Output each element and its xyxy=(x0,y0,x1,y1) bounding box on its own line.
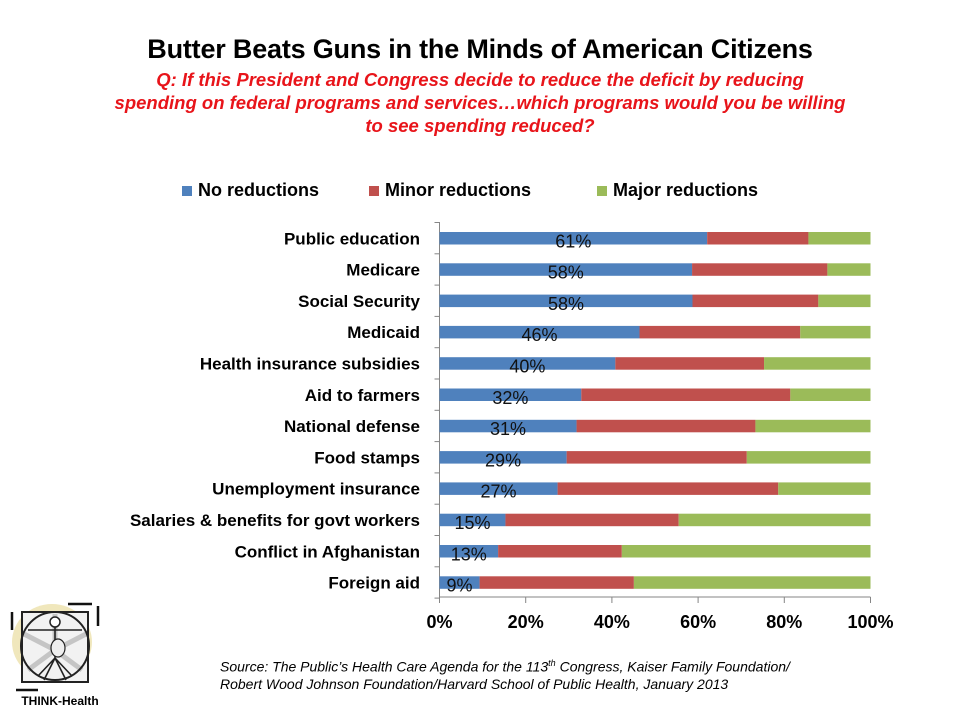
think-health-logo: THINK-Health xyxy=(8,600,112,718)
source-superscript: th xyxy=(548,658,556,668)
legend-label: Minor reductions xyxy=(385,180,532,200)
category-label: Public education xyxy=(284,229,420,248)
bar-no-reductions-medicaid xyxy=(439,325,640,339)
legend-item-minor-reductions: Minor reductions xyxy=(369,180,531,201)
category-label: Health insurance subsidies xyxy=(200,354,420,373)
chart-title: Butter Beats Guns in the Minds of Americ… xyxy=(147,34,813,64)
legend-swatch-minor-reductions xyxy=(369,185,379,196)
bar-minor-reductions-salaries-benefits-for-govt-workers xyxy=(505,513,679,527)
bar-minor-reductions-unemployment-insurance xyxy=(557,482,779,495)
data-label: 27% xyxy=(481,482,517,502)
data-label: 9% xyxy=(447,576,473,596)
bar-no-reductions-foreign-aid xyxy=(439,576,480,589)
data-label: 29% xyxy=(485,450,521,470)
bar-major-reductions-health-insurance-subsidies xyxy=(764,357,871,370)
category-label: Food stamps xyxy=(314,448,420,467)
bar-no-reductions-social-security xyxy=(439,294,693,308)
x-tick-label: 20% xyxy=(508,612,544,632)
bar-no-reductions-health-insurance-subsidies xyxy=(439,357,616,370)
legend-label: Major reductions xyxy=(613,180,759,200)
bar-no-reductions-salaries-benefits-for-govt-workers xyxy=(439,513,506,527)
bar-major-reductions-social-security xyxy=(818,294,871,308)
legend-item-no-reductions: No reductions xyxy=(182,180,319,201)
bar-major-reductions-food-stamps xyxy=(746,451,871,464)
bar-minor-reductions-public-education xyxy=(707,232,809,245)
category-label: Social Security xyxy=(298,292,420,311)
category-label: Salaries & benefits for govt workers xyxy=(130,511,420,530)
bar-major-reductions-medicare xyxy=(827,263,871,276)
bar-minor-reductions-national-defense xyxy=(576,419,756,433)
data-label: 40% xyxy=(509,356,545,376)
bar-major-reductions-aid-to-farmers xyxy=(790,388,871,401)
source-text: Source: The Public’s Health Care Agenda … xyxy=(220,658,549,675)
bar-major-reductions-national-defense xyxy=(755,419,871,433)
bar-minor-reductions-foreign-aid xyxy=(479,576,634,589)
legend: No reductions Minor reductions Major red… xyxy=(0,180,960,202)
category-label: Unemployment insurance xyxy=(212,480,420,499)
data-label: 61% xyxy=(555,231,591,251)
category-label: National defense xyxy=(284,417,420,436)
bar-no-reductions-conflict-in-afghanistan xyxy=(439,545,499,558)
category-label: Medicaid xyxy=(347,323,420,342)
bar-major-reductions-unemployment-insurance xyxy=(778,482,871,495)
bar-minor-reductions-conflict-in-afghanistan xyxy=(498,545,622,558)
category-label: Conflict in Afghanistan xyxy=(235,542,420,561)
x-tick-label: 60% xyxy=(680,612,716,632)
bar-major-reductions-public-education xyxy=(808,232,871,245)
bar-no-reductions-food-stamps xyxy=(439,451,567,464)
data-label: 46% xyxy=(521,325,557,345)
data-label: 13% xyxy=(451,544,487,564)
bar-minor-reductions-health-insurance-subsidies xyxy=(615,357,765,370)
x-tick-label: 40% xyxy=(594,612,630,632)
bar-no-reductions-aid-to-farmers xyxy=(439,388,582,401)
bar-minor-reductions-social-security xyxy=(692,294,819,308)
legend-item-major-reductions: Major reductions xyxy=(597,180,758,201)
source-text: Congress, Kaiser Family Foundation/ xyxy=(555,658,790,675)
legend-label: No reductions xyxy=(198,180,320,200)
bar-no-reductions-medicare xyxy=(439,263,693,276)
bar-no-reductions-national-defense xyxy=(439,419,577,433)
survey-question-line: spending on federal programs and service… xyxy=(114,92,846,113)
data-label: 58% xyxy=(548,294,584,314)
bar-no-reductions-unemployment-insurance xyxy=(439,482,558,495)
legend-swatch-no-reductions xyxy=(182,185,192,196)
bar-minor-reductions-medicaid xyxy=(639,325,801,339)
category-label: Foreign aid xyxy=(328,574,420,593)
bar-minor-reductions-aid-to-farmers xyxy=(581,388,791,401)
source-line-2: Robert Wood Johnson Foundation/Harvard S… xyxy=(220,675,729,692)
bar-minor-reductions-medicare xyxy=(692,263,828,276)
bar-major-reductions-conflict-in-afghanistan xyxy=(621,545,871,558)
logo-text: THINK-Health xyxy=(21,694,99,708)
x-tick-label: 0% xyxy=(426,612,452,632)
category-label: Aid to farmers xyxy=(305,386,420,405)
category-label: Medicare xyxy=(346,261,420,280)
vitruvian-man-icon xyxy=(10,602,100,692)
x-tick-label: 100% xyxy=(847,612,893,632)
survey-question: Q: If this President and Congress decide… xyxy=(40,68,920,137)
data-label: 15% xyxy=(454,513,490,533)
bar-no-reductions-public-education xyxy=(439,232,708,245)
survey-question-line: Q: If this President and Congress decide… xyxy=(156,69,804,90)
data-label: 32% xyxy=(492,388,528,408)
x-tick-label: 80% xyxy=(766,612,802,632)
bar-major-reductions-salaries-benefits-for-govt-workers xyxy=(678,513,871,527)
survey-question-line: to see spending reduced? xyxy=(365,115,595,136)
bar-major-reductions-medicaid xyxy=(800,325,871,339)
data-label: 58% xyxy=(548,263,584,283)
source-line-1: Source: The Public’s Health Care Agenda … xyxy=(220,655,790,676)
bar-minor-reductions-food-stamps xyxy=(566,451,747,464)
bar-major-reductions-foreign-aid xyxy=(633,576,871,589)
source-citation: Source: The Public’s Health Care Agenda … xyxy=(220,655,790,693)
legend-swatch-major-reductions xyxy=(597,185,607,196)
data-label: 31% xyxy=(490,419,526,439)
